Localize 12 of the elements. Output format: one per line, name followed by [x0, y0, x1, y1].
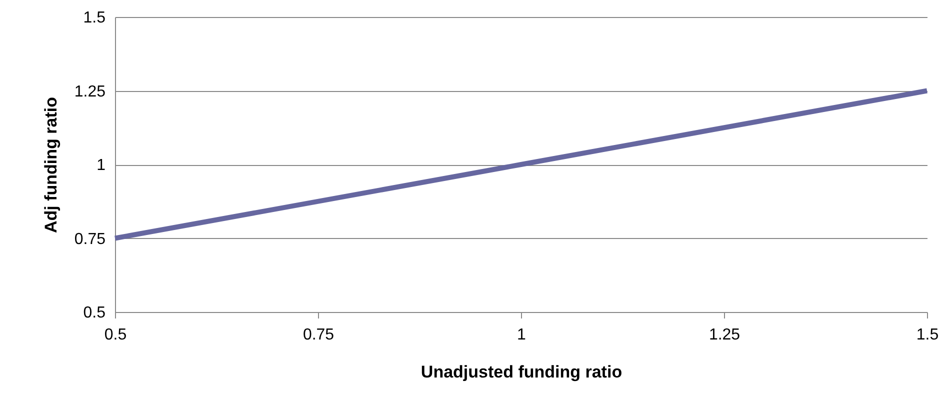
x-tick-label: 1.5	[916, 326, 939, 344]
y-axis-title: Adj funding ratio	[41, 97, 60, 233]
x-axis-title: Unadjusted funding ratio	[420, 362, 622, 382]
x-tick-label: 1	[517, 326, 526, 344]
x-tick-label: 0.75	[302, 326, 334, 344]
x-tick-label: 0.5	[104, 326, 127, 344]
y-tick-label: 1.5	[83, 10, 106, 26]
x-tick-label: 1.25	[708, 326, 740, 344]
y-tick-label: 0.75	[74, 230, 106, 248]
y-tick-label: 1	[96, 157, 106, 174]
y-tick-label: 0.5	[83, 304, 106, 322]
y-tick-label: 1.25	[74, 83, 106, 100]
